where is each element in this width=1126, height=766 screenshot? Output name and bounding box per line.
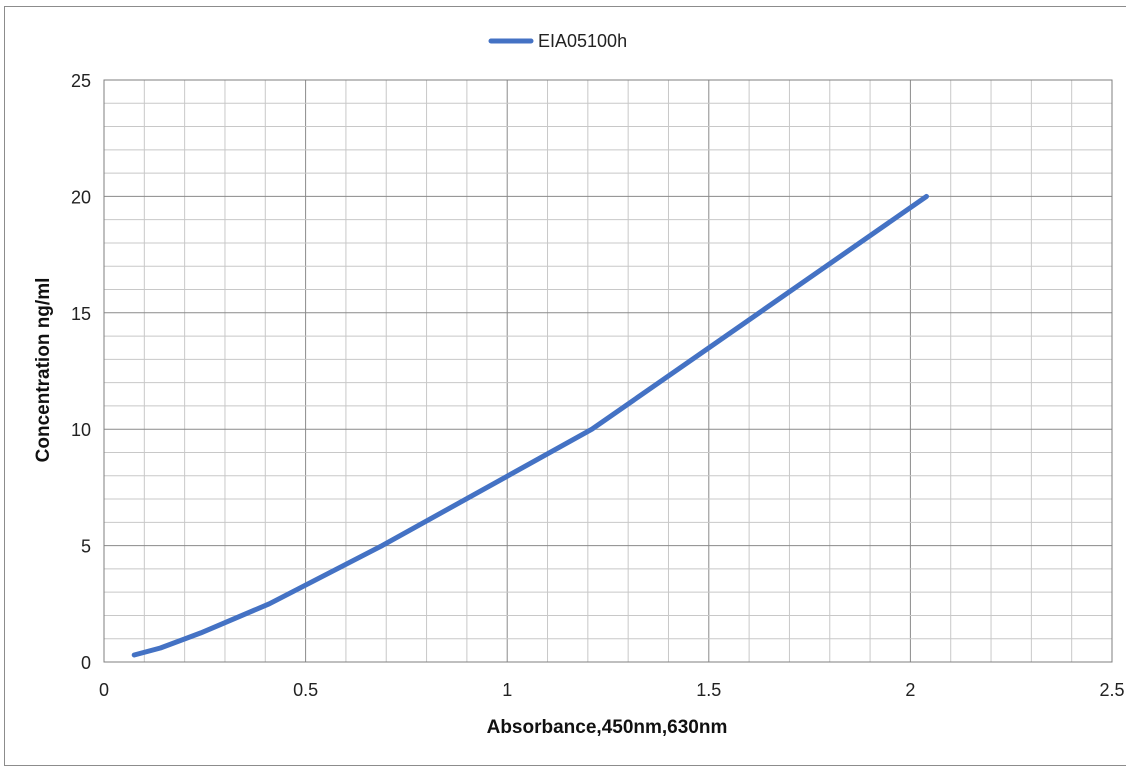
- series-line: [131, 193, 929, 658]
- y-axis-tick-labels: 0 5 10 15 20 25: [71, 71, 91, 673]
- y-tick-label: 25: [71, 71, 91, 91]
- y-tick-label: 15: [71, 304, 91, 324]
- y-axis-title: Concentration ng/ml: [33, 278, 54, 463]
- y-tick-label: 10: [71, 420, 91, 440]
- legend: EIA05100h: [488, 31, 627, 51]
- grid: [103, 79, 1113, 663]
- x-tick-label: 2: [905, 680, 915, 700]
- series-layer: [131, 193, 929, 658]
- plot-area-border: [103, 79, 1113, 663]
- x-tick-label: 1: [502, 680, 512, 700]
- y-tick-label: 5: [81, 537, 91, 557]
- y-tick-label: 0: [81, 653, 91, 673]
- x-tick-label: 0.5: [293, 680, 318, 700]
- x-axis-title: Absorbance,450nm,630nm: [487, 717, 728, 738]
- legend-label: EIA05100h: [538, 31, 627, 51]
- y-tick-label: 20: [71, 187, 91, 207]
- x-tick-label: 2.5: [1099, 680, 1124, 700]
- x-tick-label: 0: [99, 680, 109, 700]
- x-axis-tick-labels: 0 0.5 1 1.5 2 2.5: [99, 680, 1125, 700]
- x-tick-label: 1.5: [696, 680, 721, 700]
